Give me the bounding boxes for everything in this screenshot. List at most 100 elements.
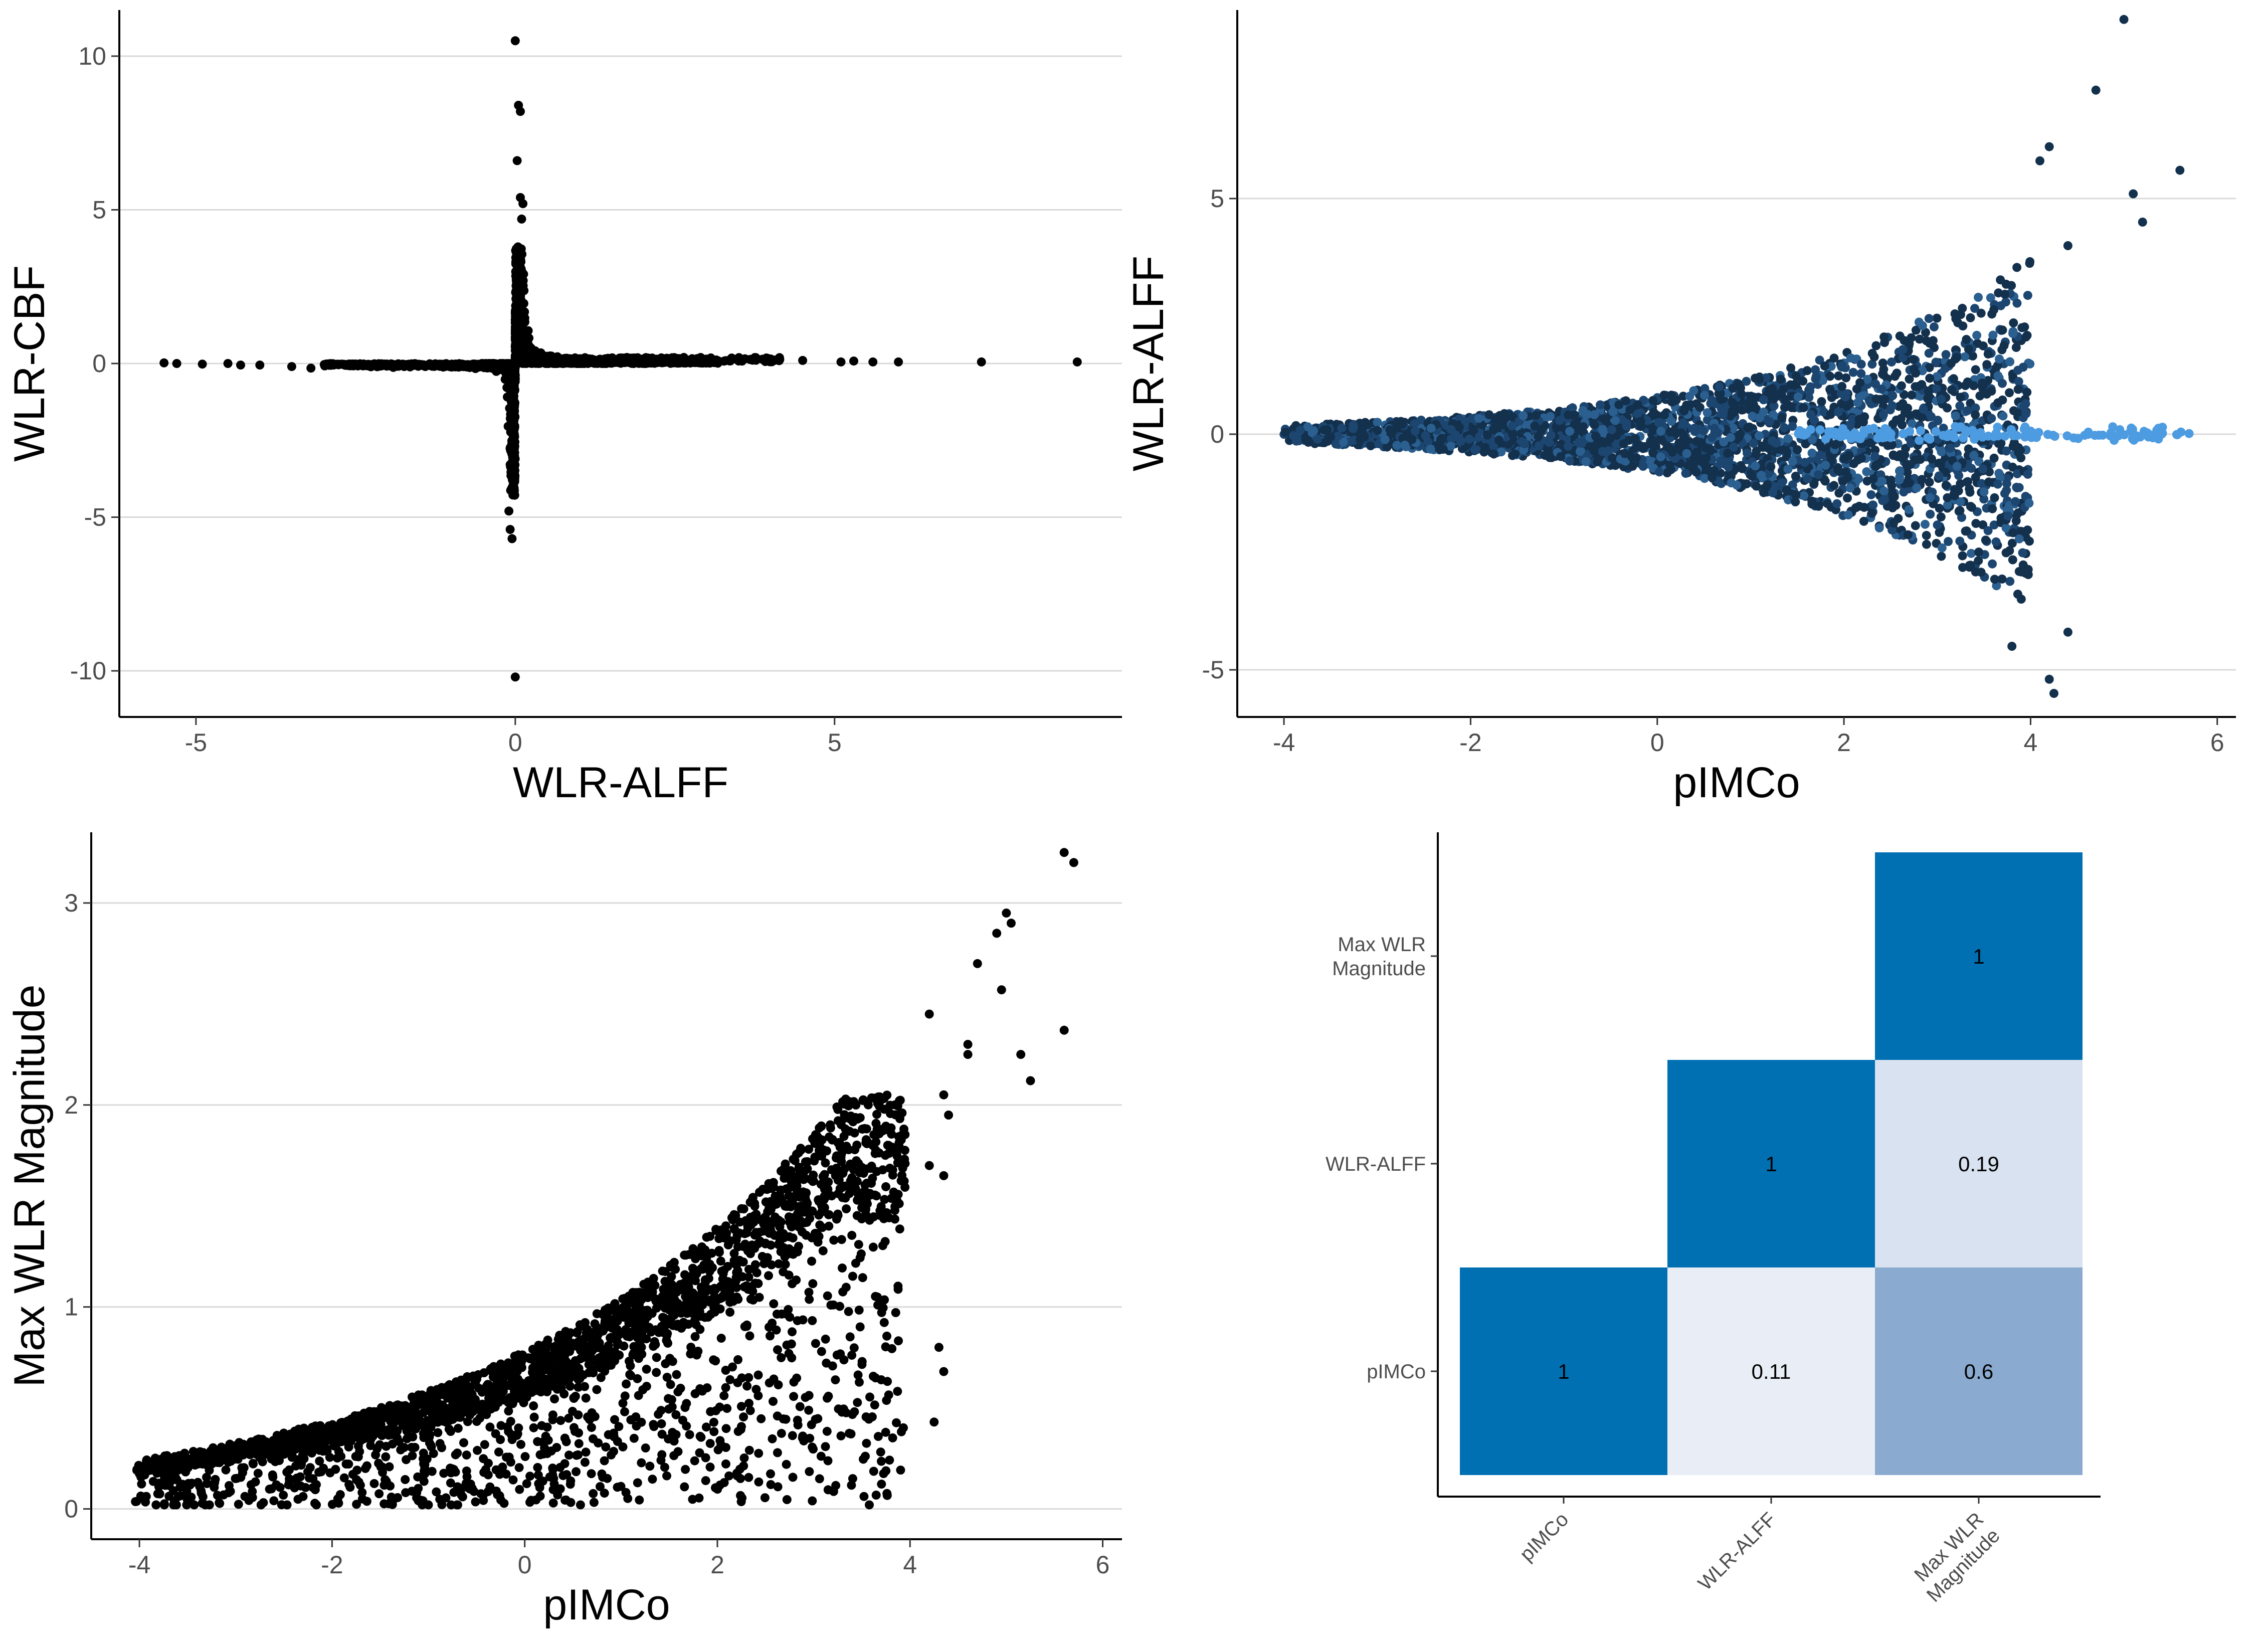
data-point — [2018, 548, 2027, 558]
data-point — [1937, 552, 1946, 561]
data-point — [255, 360, 265, 370]
data-point — [1681, 469, 1690, 478]
data-point — [1825, 385, 1835, 394]
data-point — [1398, 420, 1407, 429]
data-point — [1981, 535, 1990, 545]
data-point — [223, 359, 233, 368]
data-point — [2022, 388, 2032, 397]
data-point — [1971, 473, 1980, 482]
data-point — [2012, 263, 2022, 272]
data-point — [1930, 322, 1939, 331]
data-point — [1994, 288, 2003, 298]
data-point — [1962, 526, 1971, 535]
data-point — [1826, 410, 1835, 419]
data-point — [1983, 349, 1993, 359]
x-tick-label: -2 — [1459, 728, 1481, 757]
data-point — [1777, 478, 1787, 488]
data-point — [2003, 511, 2013, 521]
data-point — [2023, 469, 2032, 479]
y-axis-title: WLR-ALFF — [1124, 256, 1173, 471]
data-point — [1917, 413, 1926, 422]
data-point — [1823, 499, 1832, 508]
data-point — [1924, 392, 1934, 401]
x-tick-label: 0 — [1650, 728, 1664, 757]
data-point — [513, 313, 522, 322]
data-point — [509, 474, 518, 483]
data-point — [1799, 403, 1808, 413]
data-point — [1813, 470, 1823, 479]
data-point — [1946, 443, 1955, 453]
data-point — [849, 356, 858, 366]
data-point — [1610, 416, 1620, 425]
data-point — [1971, 410, 1980, 420]
data-point — [2023, 291, 2032, 300]
x-tick-label: -4 — [1273, 728, 1295, 757]
data-point — [306, 363, 316, 373]
x-tick-label: 6 — [2210, 728, 2224, 757]
data-point — [1984, 477, 1993, 487]
data-point — [1922, 530, 1931, 540]
data-point — [798, 355, 808, 365]
data-point — [1814, 501, 1823, 511]
data-point — [429, 361, 438, 371]
data-point — [1841, 467, 1850, 476]
data-point — [372, 362, 382, 372]
data-point — [725, 356, 735, 366]
x-tick-label: 0 — [508, 728, 522, 757]
data-point — [513, 298, 523, 308]
data-point — [1072, 357, 1082, 367]
data-point — [1280, 428, 1290, 437]
data-point — [1648, 448, 1658, 458]
data-point — [1786, 380, 1795, 390]
data-point — [1987, 387, 1996, 396]
data-point — [1989, 453, 1999, 463]
data-point — [1392, 441, 1402, 450]
data-point — [1988, 330, 1998, 340]
data-point — [1751, 461, 1760, 471]
data-point — [524, 340, 533, 350]
data-point — [506, 391, 516, 400]
data-point — [1366, 441, 1375, 451]
y-tick-label: -5 — [1202, 656, 1224, 684]
data-point — [1596, 400, 1605, 410]
data-point — [1965, 563, 1974, 572]
data-point — [521, 332, 530, 342]
x-tick-label: 5 — [828, 728, 842, 757]
data-point — [287, 362, 296, 372]
y-tick-label: 10 — [78, 42, 106, 70]
data-point — [1934, 471, 1944, 481]
data-point — [2025, 536, 2034, 546]
data-point — [638, 358, 647, 368]
data-point — [505, 525, 515, 534]
data-point — [1887, 357, 1897, 367]
data-point — [1998, 411, 2008, 421]
data-point — [1838, 360, 1847, 370]
data-point — [761, 357, 770, 366]
data-point — [1759, 395, 1768, 405]
data-point — [1925, 493, 1935, 502]
data-point — [1922, 539, 1931, 549]
data-point — [2025, 259, 2034, 268]
data-point — [1958, 321, 1968, 331]
data-point — [1958, 303, 1967, 313]
data-point — [2001, 548, 2011, 558]
data-point — [1979, 487, 1989, 496]
data-point — [1708, 473, 1717, 482]
data-point — [1918, 321, 1927, 330]
data-point — [1967, 549, 1976, 558]
data-point — [516, 107, 525, 116]
data-point — [2008, 555, 2017, 565]
data-point — [627, 358, 636, 368]
data-point — [1971, 365, 1980, 375]
data-point — [1955, 401, 1965, 411]
data-point — [1843, 493, 1852, 503]
data-point — [513, 339, 523, 349]
data-point — [1887, 401, 1897, 411]
data-point — [1867, 508, 1876, 518]
data-point — [616, 353, 625, 363]
data-point — [517, 214, 526, 224]
data-point — [1970, 304, 1979, 313]
data-point — [1924, 348, 1934, 358]
